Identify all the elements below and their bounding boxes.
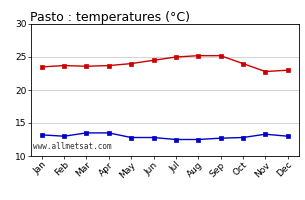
Text: www.allmetsat.com: www.allmetsat.com [33,142,112,151]
Text: Pasto : temperatures (°C): Pasto : temperatures (°C) [30,11,191,24]
